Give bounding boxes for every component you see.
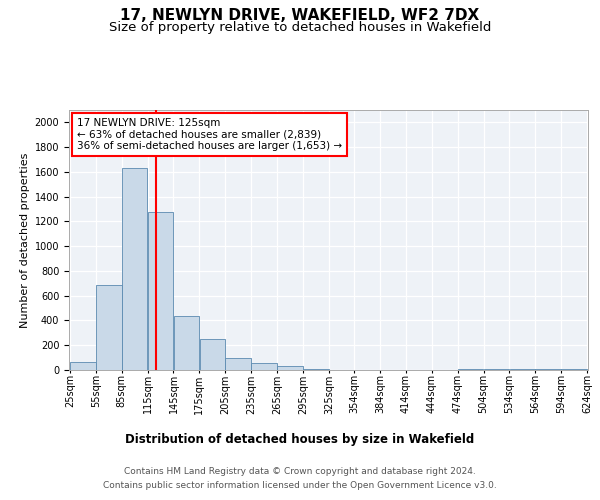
Text: Contains HM Land Registry data © Crown copyright and database right 2024.: Contains HM Land Registry data © Crown c… bbox=[124, 468, 476, 476]
Bar bbox=[70, 362, 95, 370]
Bar bbox=[96, 284, 122, 370]
Text: 17, NEWLYN DRIVE, WAKEFIELD, WF2 7DX: 17, NEWLYN DRIVE, WAKEFIELD, WF2 7DX bbox=[121, 8, 479, 22]
Bar bbox=[173, 316, 199, 370]
Text: 17 NEWLYN DRIVE: 125sqm
← 63% of detached houses are smaller (2,839)
36% of semi: 17 NEWLYN DRIVE: 125sqm ← 63% of detache… bbox=[77, 118, 342, 151]
Bar bbox=[251, 363, 277, 370]
Bar bbox=[200, 339, 225, 370]
Text: Distribution of detached houses by size in Wakefield: Distribution of detached houses by size … bbox=[125, 432, 475, 446]
Bar bbox=[226, 358, 251, 370]
Bar bbox=[277, 366, 303, 370]
Bar bbox=[122, 168, 148, 370]
Text: Size of property relative to detached houses in Wakefield: Size of property relative to detached ho… bbox=[109, 21, 491, 34]
Text: Contains public sector information licensed under the Open Government Licence v3: Contains public sector information licen… bbox=[103, 481, 497, 490]
Y-axis label: Number of detached properties: Number of detached properties bbox=[20, 152, 31, 328]
Bar bbox=[148, 212, 173, 370]
